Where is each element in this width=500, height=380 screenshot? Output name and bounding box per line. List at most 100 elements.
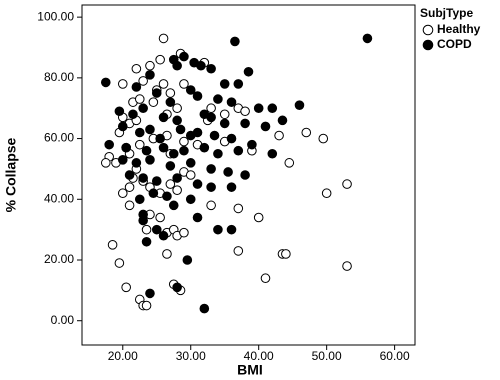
point: [219, 79, 230, 89]
y-axis-title: % Collapse: [3, 137, 19, 212]
y-tick-label: 80.00: [44, 70, 74, 84]
legend-title: SubjType: [420, 6, 473, 20]
point: [240, 170, 250, 180]
point: [321, 188, 332, 199]
point: [213, 224, 223, 235]
point: [172, 115, 182, 126]
point: [165, 88, 176, 98]
point: [131, 158, 142, 168]
point: [185, 85, 196, 95]
x-tick-label: 30.00: [176, 349, 206, 363]
legend-label: Healthy: [437, 22, 481, 36]
point: [114, 258, 125, 268]
point: [294, 100, 305, 110]
point: [281, 249, 291, 259]
point: [128, 109, 138, 120]
legend-label: COPD: [437, 37, 472, 51]
point: [145, 70, 155, 80]
point: [145, 124, 155, 135]
point: [233, 246, 244, 256]
point: [206, 63, 216, 74]
point: [260, 273, 271, 284]
point: [107, 240, 118, 250]
point: [199, 303, 210, 314]
point: [284, 158, 295, 168]
point: [172, 103, 182, 114]
point: [158, 230, 169, 241]
point: [209, 130, 220, 141]
point: [131, 82, 142, 92]
point: [172, 282, 182, 293]
x-tick-label: 20.00: [108, 349, 138, 363]
point: [117, 155, 128, 165]
x-tick-label: 50.00: [312, 349, 342, 363]
x-tick-label: 40.00: [244, 349, 274, 363]
point: [168, 200, 179, 211]
point: [138, 173, 148, 183]
legend-marker: [422, 24, 434, 36]
point: [185, 158, 196, 168]
point: [151, 224, 162, 235]
x-axis-title: BMI: [237, 362, 263, 378]
point: [145, 155, 155, 165]
point: [213, 94, 223, 104]
point: [230, 36, 240, 47]
point: [172, 173, 182, 183]
point: [179, 136, 189, 147]
point: [192, 91, 203, 101]
point: [165, 179, 176, 189]
point: [260, 121, 271, 132]
y-tick-label: 100.00: [37, 9, 74, 23]
point: [131, 63, 142, 74]
legend-marker: [422, 39, 434, 51]
point: [267, 148, 278, 159]
point: [342, 179, 352, 189]
point: [121, 282, 131, 293]
point: [134, 94, 145, 104]
point: [206, 182, 216, 192]
point: [179, 145, 189, 156]
point: [158, 33, 169, 44]
point: [342, 261, 352, 271]
point: [226, 97, 237, 107]
point: [233, 79, 244, 89]
point: [117, 121, 128, 132]
point: [148, 188, 159, 199]
point: [165, 97, 176, 107]
point: [196, 60, 206, 71]
point: [172, 185, 182, 195]
point: [117, 79, 128, 89]
point: [185, 194, 196, 205]
point: [206, 112, 216, 123]
point: [179, 227, 189, 238]
point: [253, 103, 264, 114]
point: [134, 139, 145, 150]
point: [124, 182, 135, 192]
point: [158, 142, 169, 153]
point: [223, 167, 233, 177]
point: [158, 79, 169, 89]
point: [151, 88, 162, 98]
point: [141, 145, 152, 156]
point: [175, 124, 186, 135]
point: [219, 109, 230, 120]
point: [206, 103, 216, 114]
point: [243, 66, 254, 77]
point: [213, 148, 223, 159]
point: [138, 215, 148, 226]
point: [192, 212, 203, 223]
y-tick-label: 0.00: [51, 313, 75, 327]
point: [206, 200, 216, 211]
point: [124, 170, 135, 180]
y-tick-label: 60.00: [44, 131, 74, 145]
point: [199, 142, 210, 153]
point: [158, 112, 169, 123]
point: [138, 103, 148, 114]
point: [362, 33, 373, 44]
point: [206, 164, 216, 174]
point: [226, 133, 237, 144]
point: [240, 106, 250, 117]
point: [134, 194, 145, 205]
